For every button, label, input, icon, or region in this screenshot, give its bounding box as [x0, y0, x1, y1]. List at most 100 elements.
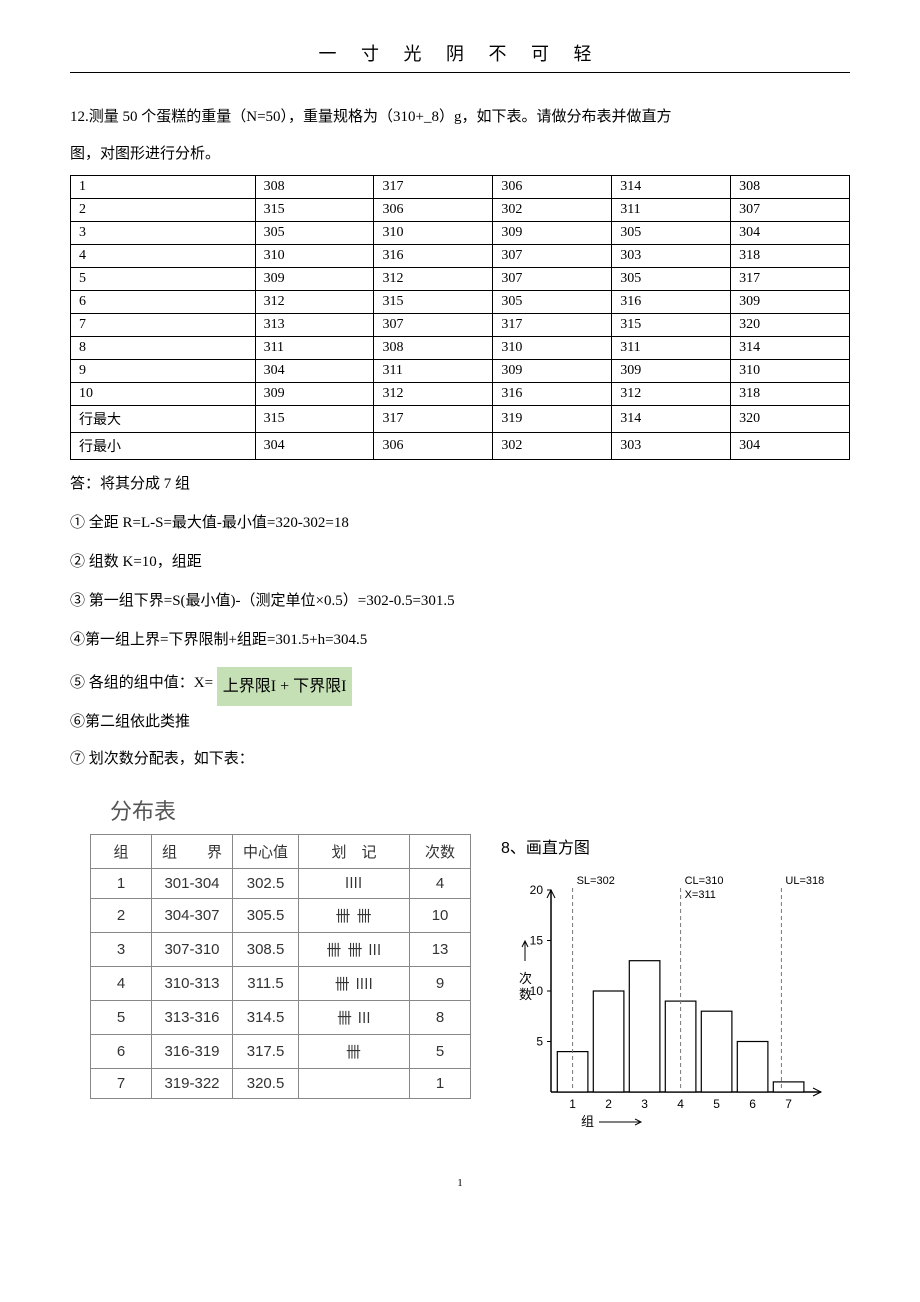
svg-text:1: 1 — [569, 1097, 576, 1111]
dist-cell: 2 — [91, 899, 152, 933]
svg-text:20: 20 — [530, 883, 544, 897]
table-cell: 310 — [374, 222, 493, 245]
dist-header: 组 — [91, 835, 152, 869]
table-cell: 309 — [255, 383, 374, 406]
dist-cell: 13 — [410, 933, 471, 967]
dist-cell: 314.5 — [233, 1001, 299, 1035]
problem-text-2: 图，对图形进行分析。 — [70, 138, 850, 171]
table-cell: 312 — [612, 383, 731, 406]
svg-text:CL=310: CL=310 — [685, 875, 724, 887]
table-cell: 行最大 — [71, 406, 256, 433]
svg-text:6: 6 — [749, 1097, 756, 1111]
table-cell: 317 — [493, 314, 612, 337]
dist-cell: 3 — [91, 933, 152, 967]
svg-text:5: 5 — [536, 1035, 543, 1049]
dist-cell: 9 — [410, 967, 471, 1001]
table-cell: 307 — [493, 245, 612, 268]
dist-cell: 310-313 — [152, 967, 233, 1001]
table-cell: 307 — [731, 199, 850, 222]
table-cell: 7 — [71, 314, 256, 337]
distribution-table: 组组 界中心值划 记次数1301-304302.5llll42304-30730… — [90, 834, 471, 1099]
dist-cell: 308.5 — [233, 933, 299, 967]
dist-cell: 301-304 — [152, 869, 233, 899]
table-cell: 314 — [612, 406, 731, 433]
table-cell: 318 — [731, 245, 850, 268]
table-cell: 311 — [255, 337, 374, 360]
dist-cell: llll — [299, 869, 410, 899]
table-cell: 310 — [255, 245, 374, 268]
table-cell: 314 — [612, 176, 731, 199]
table-cell: 305 — [255, 222, 374, 245]
table-cell: 312 — [255, 291, 374, 314]
table-cell: 311 — [612, 199, 731, 222]
table-cell: 8 — [71, 337, 256, 360]
svg-text:SL=302: SL=302 — [577, 875, 615, 887]
table-cell: 6 — [71, 291, 256, 314]
step-5: ⑤ 各组的组中值：X= 上界限I + 下界限I — [70, 663, 850, 702]
dist-title: 分布表 — [110, 794, 850, 826]
svg-text:4: 4 — [677, 1097, 684, 1111]
table-cell: 306 — [374, 199, 493, 222]
table-cell: 316 — [374, 245, 493, 268]
dist-cell: 311.5 — [233, 967, 299, 1001]
svg-text:次: 次 — [519, 971, 532, 986]
table-cell: 10 — [71, 383, 256, 406]
table-cell: 308 — [731, 176, 850, 199]
table-cell: 306 — [493, 176, 612, 199]
svg-text:数: 数 — [519, 987, 532, 1002]
dist-cell: 320.5 — [233, 1069, 299, 1099]
dist-cell: 10 — [410, 899, 471, 933]
answer-line: 答：将其分成 7 组 — [70, 468, 850, 501]
table-cell: 315 — [255, 199, 374, 222]
table-cell: 309 — [731, 291, 850, 314]
table-cell: 303 — [612, 433, 731, 460]
dist-cell: 4 — [410, 869, 471, 899]
dist-cell: 卌 — [299, 1035, 410, 1069]
dist-cell: 5 — [91, 1001, 152, 1035]
table-cell: 309 — [493, 222, 612, 245]
svg-text:X=311: X=311 — [685, 889, 716, 901]
problem-text-1: 12.测量 50 个蛋糕的重量（N=50），重量规格为（310+_8）g，如下表… — [70, 101, 850, 134]
table-cell: 309 — [255, 268, 374, 291]
table-cell: 305 — [493, 291, 612, 314]
answer-line: ④第一组上界=下界限制+组距=301.5+h=304.5 — [70, 624, 850, 657]
table-cell: 1 — [71, 176, 256, 199]
dist-cell: 307-310 — [152, 933, 233, 967]
histogram-title: 8、画直方图 — [501, 834, 850, 858]
dist-cell: 317.5 — [233, 1035, 299, 1069]
table-cell: 319 — [493, 406, 612, 433]
table-cell: 302 — [493, 433, 612, 460]
dist-cell: 8 — [410, 1001, 471, 1035]
table-cell: 306 — [374, 433, 493, 460]
dist-cell: 6 — [91, 1035, 152, 1069]
table-cell: 308 — [255, 176, 374, 199]
table-cell: 313 — [255, 314, 374, 337]
answer-line: ③ 第一组下界=S(最小值)-（测定单位×0.5）=302-0.5=301.5 — [70, 585, 850, 618]
dist-cell: 5 — [410, 1035, 471, 1069]
table-cell: 310 — [731, 360, 850, 383]
table-cell: 318 — [731, 383, 850, 406]
answer-steps: 答：将其分成 7 组① 全距 R=L-S=最大值-最小值=320-302=18②… — [70, 468, 850, 657]
dist-cell: 7 — [91, 1069, 152, 1099]
dist-cell: 卌 卌 lll — [299, 933, 410, 967]
svg-text:组: 组 — [581, 1114, 594, 1129]
table-cell: 311 — [374, 360, 493, 383]
table-cell: 305 — [612, 268, 731, 291]
table-cell: 307 — [374, 314, 493, 337]
dist-header: 组 界 — [152, 835, 233, 869]
highlight-formula: 上界限I + 下界限I — [217, 667, 353, 706]
histogram-chart: 5101520次数1234567组SL=302CL=310X=311UL=318 — [501, 862, 841, 1132]
table-cell: 304 — [255, 360, 374, 383]
step-6: ⑥第二组依此类推 — [70, 706, 850, 739]
table-cell: 312 — [374, 383, 493, 406]
table-cell: 320 — [731, 406, 850, 433]
table-cell: 310 — [493, 337, 612, 360]
table-cell: 311 — [612, 337, 731, 360]
table-cell: 317 — [374, 176, 493, 199]
table-cell: 308 — [374, 337, 493, 360]
table-cell: 304 — [731, 222, 850, 245]
answer-line: ② 组数 K=10，组距 — [70, 546, 850, 579]
dist-cell: 313-316 — [152, 1001, 233, 1035]
table-cell: 5 — [71, 268, 256, 291]
svg-text:5: 5 — [713, 1097, 720, 1111]
